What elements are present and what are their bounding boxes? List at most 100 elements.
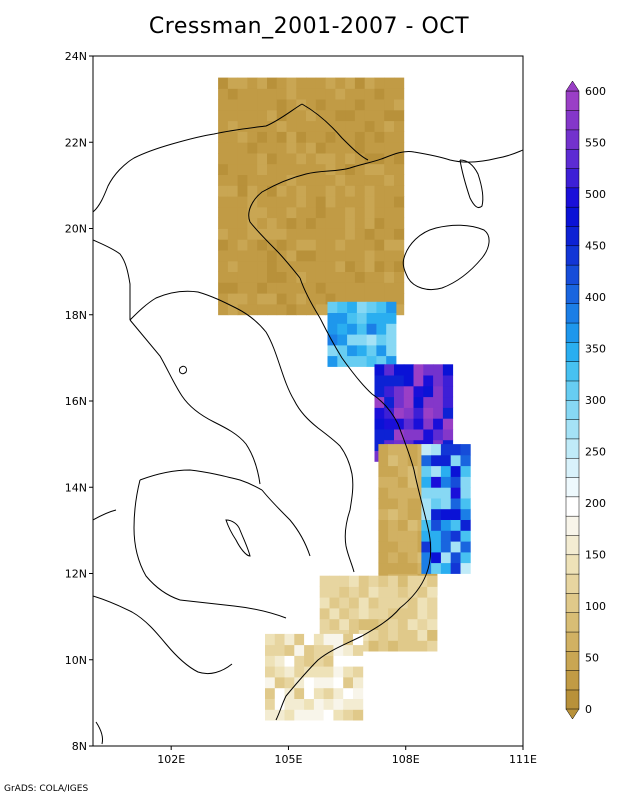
precip-cell: [237, 142, 248, 154]
precip-cell: [347, 355, 358, 367]
precip-cell: [218, 271, 229, 283]
precip-cell: [286, 250, 297, 262]
precip-cell: [327, 312, 338, 324]
precip-cell: [257, 260, 268, 272]
precip-cell: [388, 608, 399, 620]
precip-cell: [364, 282, 375, 294]
precip-cell: [358, 597, 369, 609]
precip-cell: [345, 88, 356, 100]
precip-cell: [407, 551, 418, 564]
precip-cell: [423, 375, 434, 387]
precip-cell: [450, 541, 461, 553]
precip-cell: [227, 293, 239, 305]
precip-cell: [237, 239, 248, 251]
precip-cell: [413, 364, 424, 376]
precip-cell: [247, 185, 258, 197]
colorbar-label: 600: [585, 85, 606, 98]
precip-cell: [378, 508, 389, 520]
precip-cell: [378, 454, 389, 467]
colorbar-segment: [565, 129, 580, 150]
precip-cell: [345, 196, 356, 208]
precip-cell: [327, 344, 338, 357]
precip-cell: [218, 260, 229, 272]
precip-cell: [368, 618, 379, 630]
precip-cell: [294, 677, 305, 689]
precip-cell: [286, 142, 297, 154]
precip-cell: [364, 153, 375, 165]
precip-cell: [327, 334, 338, 346]
precip-cell: [304, 677, 315, 689]
precip-cell: [460, 454, 471, 467]
precip-cell: [460, 498, 471, 510]
precip-cell: [315, 109, 326, 122]
precip-cell: [296, 174, 307, 186]
precip-cell: [450, 551, 461, 564]
precip-cell: [407, 465, 418, 477]
precip-cell: [374, 228, 385, 240]
precip-cell: [333, 698, 344, 710]
precip-cell: [296, 304, 307, 316]
precip-cell: [450, 530, 461, 542]
precip-cell: [403, 385, 414, 398]
precip-cell: [384, 88, 395, 100]
precip-cell: [427, 608, 438, 620]
precip-cell: [257, 185, 268, 197]
precip-cell: [247, 217, 258, 229]
precip-cell: [386, 355, 397, 367]
precip-cell: [384, 206, 395, 219]
precip-cell: [345, 142, 356, 154]
precip-cell: [306, 282, 317, 294]
precip-cell: [325, 174, 336, 186]
precip-cell: [354, 153, 366, 165]
precip-cell: [265, 633, 276, 646]
precip-cell: [313, 666, 325, 678]
precip-cell: [354, 99, 366, 111]
precip-cell: [440, 551, 452, 564]
precip-cell: [327, 355, 338, 367]
precip-cell: [227, 120, 239, 132]
precip-cell: [247, 293, 258, 305]
precip-cell: [315, 77, 326, 89]
precip-cell: [440, 465, 452, 477]
precip-cell: [343, 633, 354, 646]
precip-cell: [403, 429, 414, 441]
precip-cell: [356, 323, 368, 335]
precip-cell: [284, 687, 295, 699]
precip-cell: [345, 260, 356, 272]
precip-cell: [407, 618, 418, 630]
colorbar-label: 400: [585, 291, 606, 304]
precip-cell: [378, 640, 389, 652]
precip-cell: [237, 174, 248, 186]
precip-cell: [276, 304, 287, 316]
precip-cell: [267, 260, 278, 272]
precip-cell: [374, 185, 385, 197]
precip-cell: [364, 131, 375, 143]
precip-cell: [227, 174, 239, 186]
precip-cell: [374, 217, 385, 229]
precip-cell: [440, 519, 452, 531]
precip-cell: [397, 618, 409, 630]
precip-cell: [366, 301, 377, 313]
precip-cell: [374, 250, 385, 262]
precip-cell: [440, 541, 452, 553]
precip-cell: [335, 228, 346, 240]
precip-cell: [335, 217, 346, 229]
precip-cell: [335, 88, 346, 100]
colorbar-segment: [565, 457, 580, 478]
precip-cell: [388, 551, 399, 564]
precip-cell: [460, 541, 471, 553]
precip-cell: [247, 260, 258, 272]
precip-cell: [388, 575, 399, 587]
precip-cell: [257, 304, 268, 316]
precip-cell: [218, 99, 229, 111]
precip-cell: [265, 709, 276, 721]
precip-cell: [315, 131, 326, 143]
precip-cell: [247, 271, 258, 283]
precip-cell: [323, 687, 334, 699]
precip-cell: [388, 597, 399, 609]
precip-cell: [315, 271, 326, 283]
precip-cell: [227, 260, 239, 272]
precip-cell: [407, 476, 418, 488]
precip-cell: [267, 88, 278, 100]
precip-cell: [358, 618, 369, 630]
